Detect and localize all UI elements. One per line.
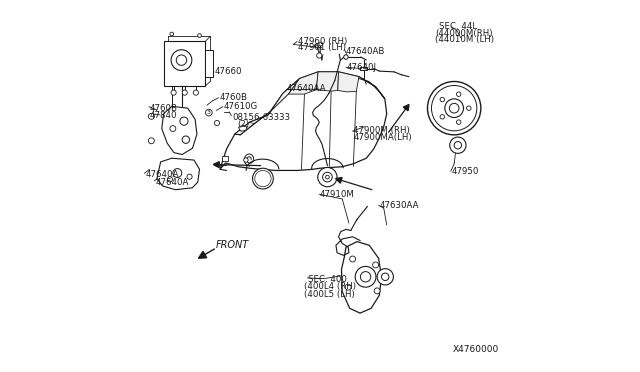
Circle shape [253,168,273,189]
Circle shape [214,121,220,126]
Circle shape [180,117,188,125]
Polygon shape [338,72,359,92]
Text: 47640AB: 47640AB [345,47,385,56]
Circle shape [167,177,173,182]
Text: (2): (2) [237,120,250,129]
Circle shape [374,288,380,294]
Text: (44010M (LH): (44010M (LH) [435,35,494,45]
Circle shape [193,90,198,95]
Text: 47640AA: 47640AA [287,84,326,93]
Text: 47840: 47840 [150,111,177,120]
Text: 08156-63333: 08156-63333 [232,113,291,122]
Circle shape [148,113,154,119]
Circle shape [440,115,445,119]
Circle shape [326,175,329,179]
Circle shape [261,177,265,180]
Circle shape [148,138,154,144]
Polygon shape [235,78,300,135]
Text: 3: 3 [207,110,211,115]
Circle shape [381,273,389,280]
Polygon shape [289,72,318,94]
Circle shape [176,55,187,65]
Text: 47961 (LH): 47961 (LH) [298,43,346,52]
Text: 4760B: 4760B [219,93,247,102]
Circle shape [198,34,202,37]
Polygon shape [220,72,387,170]
Text: 47640A: 47640A [145,170,179,179]
Circle shape [428,81,481,135]
Circle shape [319,42,323,46]
Circle shape [445,99,463,118]
Circle shape [173,169,182,177]
Circle shape [349,256,356,262]
Polygon shape [162,106,197,154]
Circle shape [377,269,394,285]
Text: (400L4 (RH): (400L4 (RH) [304,282,356,291]
Circle shape [360,272,371,282]
Text: 47630AA: 47630AA [380,201,419,210]
Polygon shape [356,77,385,99]
Text: 47660: 47660 [214,67,242,76]
Circle shape [205,109,212,116]
Circle shape [431,86,477,131]
Circle shape [344,55,348,59]
Bar [222,156,228,161]
Circle shape [454,141,461,149]
Circle shape [171,90,176,95]
Text: 47640A: 47640A [155,178,188,187]
Circle shape [467,106,471,110]
Text: SEC. 44L: SEC. 44L [438,22,477,31]
Polygon shape [316,72,339,91]
Circle shape [314,44,318,48]
Circle shape [170,32,173,36]
Text: 47900M (RH): 47900M (RH) [353,126,410,135]
Circle shape [345,284,351,290]
Polygon shape [335,177,342,183]
Circle shape [318,167,337,187]
Polygon shape [239,125,246,131]
Bar [360,67,367,70]
Text: 47900MA(LH): 47900MA(LH) [353,132,412,142]
Text: (44000M(RH): (44000M(RH) [435,29,492,38]
Polygon shape [342,241,381,313]
Circle shape [456,120,461,124]
Polygon shape [213,162,220,168]
Bar [164,41,205,86]
Circle shape [258,173,268,184]
Text: SEC. 400: SEC. 400 [308,275,347,284]
Circle shape [456,92,461,96]
Circle shape [182,90,188,95]
Polygon shape [157,158,200,190]
Text: (400L5 (LH): (400L5 (LH) [304,290,355,299]
Text: FRONT: FRONT [216,240,249,250]
Circle shape [449,103,459,113]
Circle shape [187,174,192,179]
Text: 47910M: 47910M [320,190,355,199]
Circle shape [171,50,192,71]
Polygon shape [198,251,207,258]
Circle shape [440,97,445,102]
Text: 47610G: 47610G [223,102,258,111]
Text: 47960 (RH): 47960 (RH) [298,37,347,46]
Circle shape [170,126,176,132]
Text: 4760B: 4760B [150,104,177,113]
Text: 47640J: 47640J [347,63,377,72]
Circle shape [182,136,189,143]
Polygon shape [403,105,409,111]
Text: 47950: 47950 [452,167,479,176]
Circle shape [244,158,248,162]
Text: X4760000: X4760000 [452,345,499,354]
Circle shape [255,170,271,187]
Circle shape [372,262,378,268]
Bar [205,50,212,77]
Circle shape [355,266,376,287]
Circle shape [323,172,332,182]
Circle shape [450,137,466,153]
Circle shape [317,53,322,58]
